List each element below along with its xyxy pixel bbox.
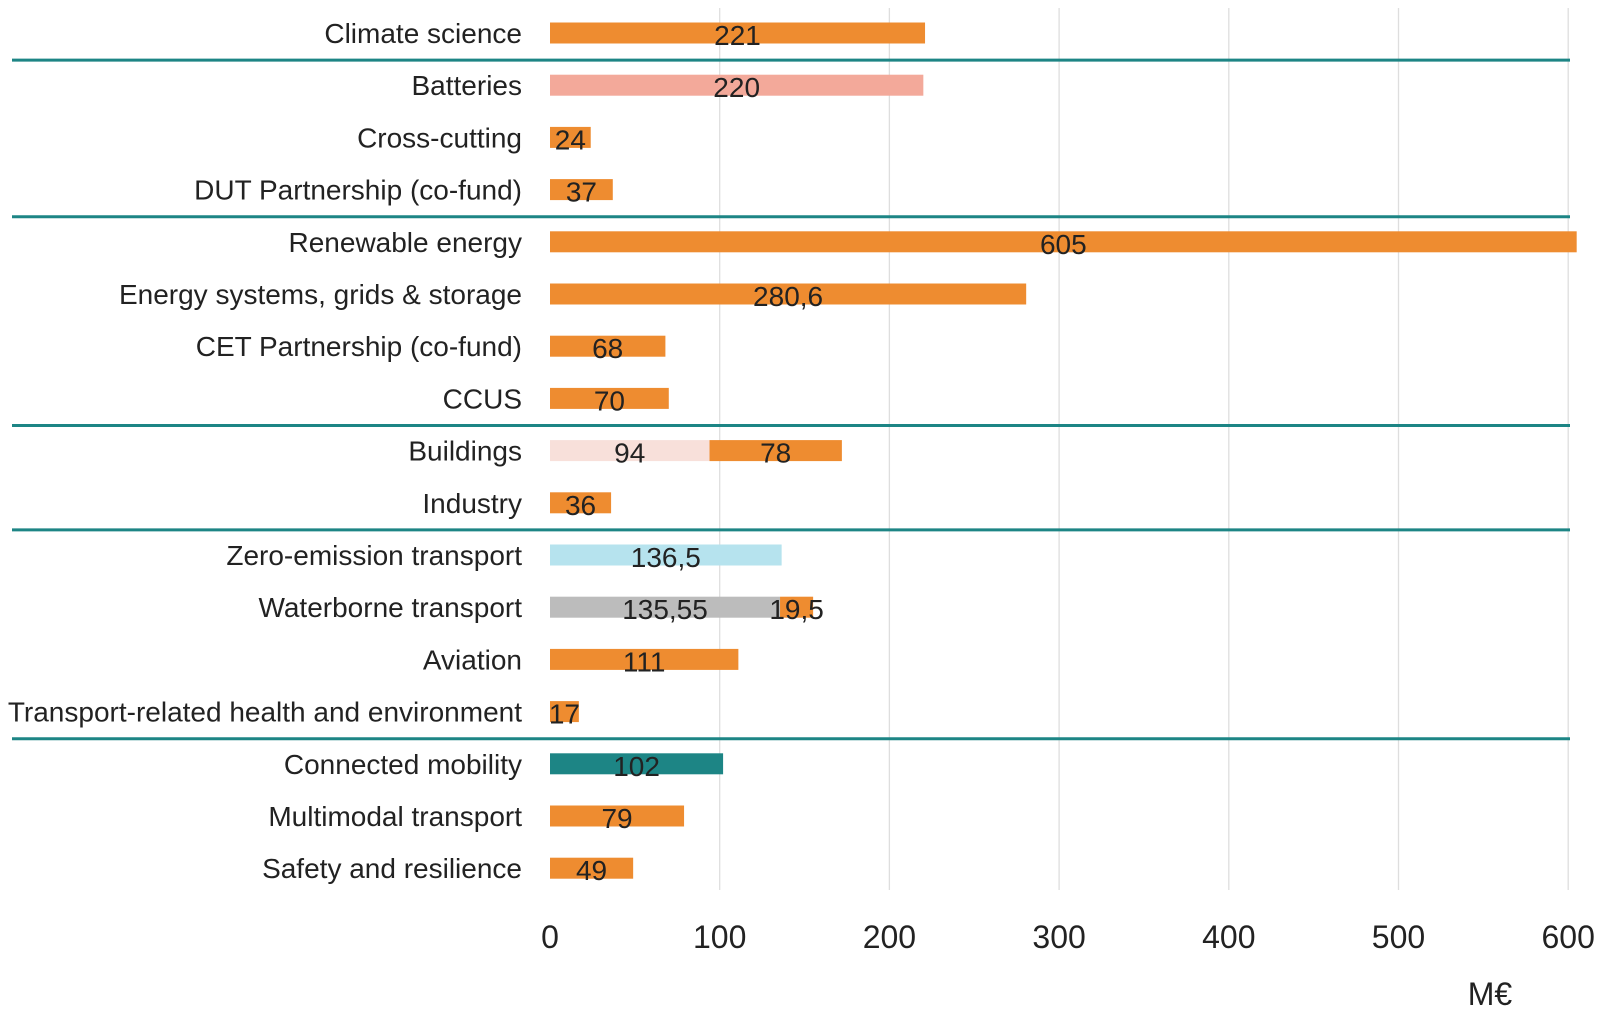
x-tick-label: 400 (1202, 919, 1255, 955)
bar-segment (780, 596, 814, 618)
bar-segment (550, 753, 724, 775)
data-label: 94 (614, 438, 645, 469)
data-label: 78 (760, 438, 791, 469)
bar-segment (709, 440, 842, 462)
bar-segment (550, 231, 1577, 253)
data-label: 221 (714, 20, 761, 51)
x-tick-label: 200 (863, 919, 916, 955)
category-label: Zero-emission transport (226, 540, 522, 571)
category-label: Transport-related health and environment (8, 697, 522, 728)
category-label: Multimodal transport (268, 801, 522, 832)
bar-segment (550, 857, 634, 879)
category-label: Batteries (412, 70, 523, 101)
category-label: Industry (422, 488, 522, 519)
data-label: 605 (1040, 229, 1087, 260)
x-tick-label: 300 (1032, 919, 1085, 955)
data-label: 70 (594, 385, 625, 416)
category-label: Waterborne transport (258, 592, 522, 623)
bar-segment (550, 648, 739, 670)
category-label: Connected mobility (284, 749, 522, 780)
data-label: 135,55 (622, 594, 708, 625)
data-label: 19,5 (769, 594, 824, 625)
bar-segment (550, 596, 781, 618)
category-label: Climate science (324, 18, 522, 49)
x-axis-unit-label: M€ (1468, 976, 1513, 1012)
data-label: 37 (566, 177, 597, 208)
bar-segment (550, 74, 924, 96)
data-label: 17 (549, 699, 580, 730)
bar-segment (550, 701, 579, 723)
category-label: Safety and resilience (262, 853, 522, 884)
gridlines (719, 8, 1569, 890)
bar-segment (550, 805, 685, 827)
data-label: 220 (713, 72, 760, 103)
category-label: Aviation (423, 644, 522, 675)
bar-segment (550, 440, 710, 462)
data-label: 111 (623, 646, 666, 677)
bar-segment (550, 335, 666, 357)
data-labels: 221 220 24 37 605 280,6 68 70 94 78 36 136,5 135,55 1… (549, 20, 1087, 886)
data-label: 280,6 (753, 281, 823, 312)
bar-segment (550, 387, 669, 409)
x-axis-tick-labels: 0 100 200 300 400 500 600 (541, 919, 1595, 955)
bar-segment (550, 22, 926, 44)
category-label: Renewable energy (289, 227, 523, 258)
category-label: Energy systems, grids & storage (119, 279, 522, 310)
data-label: 102 (613, 751, 660, 782)
data-label: 49 (576, 855, 607, 886)
category-label: CET Partnership (co-fund) (196, 331, 522, 362)
category-label: DUT Partnership (co-fund) (194, 175, 522, 206)
x-tick-label: 100 (693, 919, 746, 955)
bar-segment (550, 179, 613, 201)
category-label: Buildings (408, 436, 522, 467)
x-tick-label: 600 (1542, 919, 1595, 955)
category-label: CCUS (443, 383, 522, 414)
bar-segment (550, 492, 612, 514)
data-label: 79 (601, 803, 632, 834)
x-tick-label: 500 (1372, 919, 1425, 955)
data-label: 136,5 (631, 542, 701, 573)
bars (550, 22, 1577, 879)
category-labels: Climate science Batteries Cross-cutting DUT… (8, 18, 522, 884)
bar-segment (550, 544, 782, 566)
bar-segment (550, 283, 1027, 305)
group-separators (12, 58, 1570, 741)
data-label: 36 (565, 490, 596, 521)
category-label: Cross-cutting (357, 122, 522, 153)
data-label: 68 (592, 333, 623, 364)
x-tick-label: 0 (541, 919, 559, 955)
bar-segment (550, 126, 591, 148)
data-label: 24 (555, 124, 586, 155)
